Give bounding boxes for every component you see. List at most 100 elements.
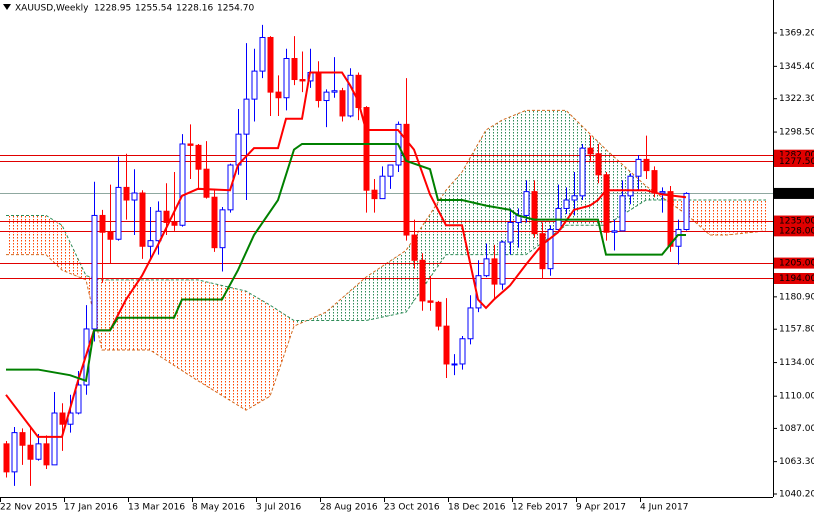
header-open: 1228.95 [94, 4, 131, 14]
candle-body [587, 147, 594, 155]
candle-body [459, 338, 466, 365]
header-high: 1255.54 [135, 4, 172, 14]
candle-body [11, 432, 18, 473]
candle-body [59, 412, 66, 425]
candle-body [579, 147, 586, 197]
x-tick-label: 13 Mar 2016 [128, 503, 185, 513]
candle-body [563, 199, 570, 209]
candle-body [75, 384, 82, 414]
cloud-segment [62, 225, 86, 280]
level-label: 1205.00 [779, 259, 814, 269]
candle-body [179, 143, 186, 226]
y-tick-label: 1087.00 [779, 424, 814, 434]
candle-body [483, 258, 490, 277]
cloud-segment [726, 200, 766, 236]
candle-body [235, 133, 242, 166]
x-tick-label: 18 Dec 2016 [448, 503, 506, 513]
cloud-segment [462, 129, 486, 255]
senkou-span-b [6, 199, 766, 322]
cloud-segment [6, 215, 46, 255]
level-tag [774, 272, 814, 284]
candle-body [595, 153, 602, 176]
candle-body [43, 443, 50, 466]
candle-body [259, 36, 266, 72]
cloud-segment [710, 200, 726, 236]
candle-body [443, 325, 450, 365]
x-tick-label: 3 Jul 2016 [256, 503, 301, 513]
last-price-label: 1254.70 [779, 189, 814, 199]
candle-body [355, 74, 362, 109]
candle-body [523, 191, 530, 216]
x-tick-label: 8 May 2016 [192, 503, 245, 513]
candle-body [219, 209, 226, 249]
level-label: 1194.00 [779, 274, 814, 284]
y-tick-label: 1322.30 [779, 94, 814, 104]
candle-body [299, 79, 306, 82]
candle-body [379, 175, 386, 200]
level-tag [774, 215, 814, 227]
menu-icon[interactable] [3, 4, 11, 10]
y-tick-label: 1298.50 [779, 128, 814, 138]
candle-body [571, 195, 578, 201]
x-tick-label: 28 Aug 2016 [320, 503, 378, 513]
candle-body [363, 107, 370, 191]
header-close: 1254.70 [217, 4, 254, 14]
candle-body [403, 123, 410, 236]
kijun-sen [6, 142, 686, 383]
candle-body [323, 91, 330, 102]
candle-body [491, 258, 498, 285]
candle-body [243, 98, 250, 135]
candle-body [611, 230, 618, 233]
cloud-segment [46, 215, 62, 271]
candle-body [331, 90, 338, 93]
symbol: XAUUSD,Weekly [15, 4, 89, 14]
candle-body [267, 36, 274, 93]
candle-body [371, 189, 378, 200]
y-tick-label: 1134.00 [779, 358, 814, 368]
y-tick-label: 1040.20 [779, 490, 814, 500]
x-tick-label: 12 Feb 2017 [512, 503, 568, 513]
cloud-segment [366, 250, 406, 321]
y-tick-label: 1110.00 [779, 392, 814, 402]
candle-body [387, 164, 394, 177]
cloud-segment [294, 312, 326, 327]
level-tag [774, 155, 814, 167]
candle-body [547, 228, 554, 270]
last-price-tag [774, 187, 814, 199]
cloud-segment [686, 200, 710, 236]
y-tick-label: 1180.90 [779, 292, 814, 302]
cloud-segment [198, 279, 246, 411]
y-tick-label: 1157.80 [779, 325, 814, 335]
candle-body [171, 221, 178, 226]
plot-area [0, 24, 773, 486]
y-tick-label: 1345.40 [779, 62, 814, 72]
candle-body [627, 175, 634, 197]
candle-body [187, 143, 194, 146]
candle-body [155, 210, 162, 242]
candle-body [139, 192, 146, 247]
candle-body [467, 307, 474, 340]
candle-body [603, 174, 610, 233]
candle-body [291, 58, 298, 81]
level-tag [774, 149, 814, 161]
candle-body [427, 300, 434, 303]
candle-body [27, 444, 34, 460]
candle-body [339, 90, 346, 117]
cloud-segment [670, 200, 686, 215]
candle-body [435, 301, 442, 327]
y-tick-label: 1369.20 [779, 28, 814, 38]
candle-body [99, 214, 106, 233]
cloud-segment [502, 110, 526, 255]
level-label: 1228.00 [779, 226, 814, 236]
tenkan-sen [5, 71, 687, 438]
header-low: 1228.16 [176, 4, 213, 14]
candle-body [659, 191, 666, 194]
x-tick-label: 22 Nov 2015 [0, 503, 58, 513]
candle-body [3, 443, 10, 473]
candle-body [451, 363, 458, 366]
candle-body [419, 259, 426, 302]
candle-body [667, 191, 674, 247]
x-tick-label: 23 Oct 2016 [384, 503, 440, 513]
candle-body [651, 170, 658, 194]
